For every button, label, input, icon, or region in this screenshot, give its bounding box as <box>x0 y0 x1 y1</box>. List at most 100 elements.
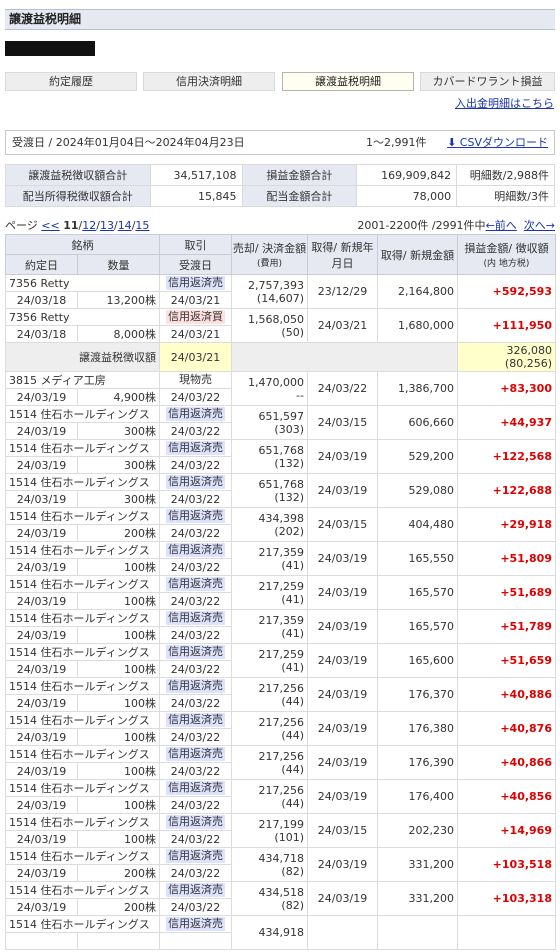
trade-type: 信用返済売 <box>159 745 232 763</box>
security-name[interactable]: 1514 住石ホールディングス <box>5 643 160 661</box>
table-row[interactable]: 1514 住石ホールディングス 信用返済売 434,518 (82) 24/03/… <box>5 881 556 916</box>
table-row[interactable]: 1514 住石ホールディングス 信用返済売 217,256 (44) 24/03/… <box>5 745 556 780</box>
security-name[interactable]: 1514 住石ホールディングス <box>5 609 160 627</box>
settle-date <box>159 932 232 950</box>
security-name[interactable]: 1514 住石ホールディングス <box>5 779 160 797</box>
sale-amount: 217,256 (44) <box>231 779 308 814</box>
settle-date: 24/03/22 <box>159 388 232 406</box>
security-name[interactable]: 7356 Retty <box>5 274 160 292</box>
acq-amount: 165,570 <box>377 609 458 644</box>
table-row[interactable]: 1514 住石ホールディングス 信用返済売 217,199 (101) 24/03… <box>5 813 556 848</box>
acq-amount: 1,386,700 <box>377 371 458 406</box>
security-name[interactable]: 1514 住石ホールディングス <box>5 745 160 763</box>
profit-loss: +103,518 <box>457 847 556 882</box>
quantity: 100株 <box>77 830 160 848</box>
acq-date: 24/03/19 <box>307 711 378 746</box>
table-row[interactable]: 1514 住石ホールディングス 信用返済売 434,918 <box>5 915 556 950</box>
table-row[interactable]: 1514 住石ホールディングス 信用返済売 217,256 (44) 24/03/… <box>5 779 556 814</box>
security-name[interactable]: 1514 住石ホールディングス <box>5 813 160 831</box>
table-row[interactable]: 1514 住石ホールディングス 信用返済売 217,259 (41) 24/03/… <box>5 643 556 678</box>
quantity: 200株 <box>77 864 160 882</box>
sale-amount: 217,256 (44) <box>231 711 308 746</box>
pager-prev[interactable]: ←前へ <box>485 219 517 232</box>
table-row[interactable]: 1514 住石ホールディングス 信用返済売 217,256 (44) 24/03/… <box>5 711 556 746</box>
security-name[interactable]: 1514 住石ホールディングス <box>5 405 160 423</box>
table-row[interactable]: 1514 住石ホールディングス 信用返済売 217,259 (41) 24/03/… <box>5 575 556 610</box>
table-row[interactable]: 1514 住石ホールディングス 信用返済売 434,398 (202) 24/03… <box>5 507 556 542</box>
security-name[interactable]: 1514 住石ホールディングス <box>5 575 160 593</box>
summary-value: 169,909,842 <box>356 164 458 186</box>
pager-current: 11 <box>63 219 79 232</box>
tab-capital-gains-tax[interactable]: 譲渡益税明細 <box>282 72 414 91</box>
security-name[interactable]: 1514 住石ホールディングス <box>5 847 160 865</box>
deposit-withdrawal-link[interactable]: 入出金明細はこちら <box>455 97 554 110</box>
acq-date: 23/12/29 <box>307 274 378 309</box>
header-quantity: 数量 <box>77 254 160 275</box>
profit-loss: +40,866 <box>457 745 556 780</box>
trade-type: 信用返済買 <box>159 308 232 326</box>
trade-type: 信用返済売 <box>159 915 232 933</box>
table-row-sub: 24/03/19 200株 24/03/22 <box>5 524 556 542</box>
pager-page-link[interactable]: 15 <box>135 219 150 232</box>
table-row[interactable]: 1514 住石ホールディングス 信用返済売 217,359 (41) 24/03/… <box>5 541 556 576</box>
profit-loss: +122,688 <box>457 473 556 508</box>
pager-first[interactable]: << <box>41 219 60 232</box>
acq-amount: 529,080 <box>377 473 458 508</box>
pager-page-link[interactable]: 13 <box>99 219 114 232</box>
acq-date: 24/03/19 <box>307 847 378 882</box>
csv-download-link[interactable]: ⬇ CSVダウンロード <box>447 131 548 154</box>
security-name[interactable]: 1514 住石ホールディングス <box>5 915 160 933</box>
security-name[interactable]: 1514 住石ホールディングス <box>5 507 160 525</box>
trade-date: 24/03/19 <box>5 558 78 576</box>
table-row[interactable]: 1514 住石ホールディングス 信用返済売 651,597 (303) 24/03… <box>5 405 556 440</box>
trade-date <box>5 932 78 950</box>
period-bar: 受渡日 / 2024年01月04日～2024年04月23日 1～2,991件 ⬇… <box>5 130 555 155</box>
pager-page-link[interactable]: 12 <box>82 219 97 232</box>
pagination: ページ << 11/12/13/14/15 2001-2200件 /2991件中… <box>5 219 555 232</box>
quantity: 13,200株 <box>77 291 160 309</box>
security-name[interactable]: 1514 住石ホールディングス <box>5 711 160 729</box>
table-row[interactable]: 7356 Retty 信用返済買 1,568,050 (50) 24/03/21 … <box>5 308 556 343</box>
settle-date: 24/03/22 <box>159 456 232 474</box>
trade-type: 信用返済売 <box>159 575 232 593</box>
quantity <box>77 932 160 950</box>
tab-trade-history[interactable]: 約定履歴 <box>5 72 137 91</box>
quantity: 300株 <box>77 456 160 474</box>
acq-date: 24/03/22 <box>307 371 378 406</box>
trade-type: 信用返済売 <box>159 405 232 423</box>
sale-amount: 2,757,393 (14,607) <box>231 274 308 309</box>
trade-date: 24/03/19 <box>5 728 78 746</box>
pager-next[interactable]: 次へ→ <box>523 219 555 232</box>
security-name[interactable]: 1514 住石ホールディングス <box>5 677 160 695</box>
table-row-sub: 24/03/18 8,000株 24/03/21 <box>5 325 556 343</box>
acq-amount: 2,164,800 <box>377 274 458 309</box>
table-row[interactable]: 1514 住石ホールディングス 信用返済売 217,359 (41) 24/03/… <box>5 609 556 644</box>
acq-date: 24/03/19 <box>307 779 378 814</box>
summary-table: 譲渡益税徴収額合計 34,517,108 損益金額合計 169,909,842 … <box>5 164 555 207</box>
table-row[interactable]: 1514 住石ホールディングス 信用返済売 651,768 (132) 24/03… <box>5 439 556 474</box>
security-name[interactable]: 1514 住石ホールディングス <box>5 881 160 899</box>
transactions-table: 銘柄 取引 売却/ 決済金額 (費用) 取得/ 新規年月日 取得/ 新規金額 損益… <box>5 234 556 950</box>
settle-date: 24/03/22 <box>159 626 232 644</box>
pager-page-link[interactable]: 14 <box>117 219 132 232</box>
table-row[interactable]: 7356 Retty 信用返済売 2,757,393 (14,607) 23/12… <box>5 274 556 309</box>
table-row[interactable]: 3815 メディア工房 現物売 1,470,000 -- 24/03/22 1,3… <box>5 371 556 406</box>
security-name[interactable]: 3815 メディア工房 <box>5 371 160 389</box>
security-name[interactable]: 1514 住石ホールディングス <box>5 439 160 457</box>
security-name[interactable]: 1514 住石ホールディングス <box>5 541 160 559</box>
table-row[interactable]: 1514 住石ホールディングス 信用返済売 434,718 (82) 24/03/… <box>5 847 556 882</box>
acq-date: 24/03/19 <box>307 881 378 916</box>
tab-margin-settlement[interactable]: 信用決済明細 <box>143 72 275 91</box>
security-name[interactable]: 1514 住石ホールディングス <box>5 473 160 491</box>
acq-amount: 176,380 <box>377 711 458 746</box>
table-row[interactable]: 1514 住石ホールディングス 信用返済売 217,256 (44) 24/03/… <box>5 677 556 712</box>
profit-loss <box>457 915 556 950</box>
quantity: 100株 <box>77 762 160 780</box>
table-row[interactable]: 1514 住石ホールディングス 信用返済売 651,768 (132) 24/03… <box>5 473 556 508</box>
security-name[interactable]: 7356 Retty <box>5 308 160 326</box>
header-meigara: 銘柄 <box>5 234 160 255</box>
tab-covered-warrant[interactable]: カバードワラント損益 <box>420 72 555 91</box>
acq-date: 24/03/15 <box>307 813 378 848</box>
trade-date: 24/03/19 <box>5 490 78 508</box>
header-acq-amount: 取得/ 新規金額 <box>377 234 458 275</box>
